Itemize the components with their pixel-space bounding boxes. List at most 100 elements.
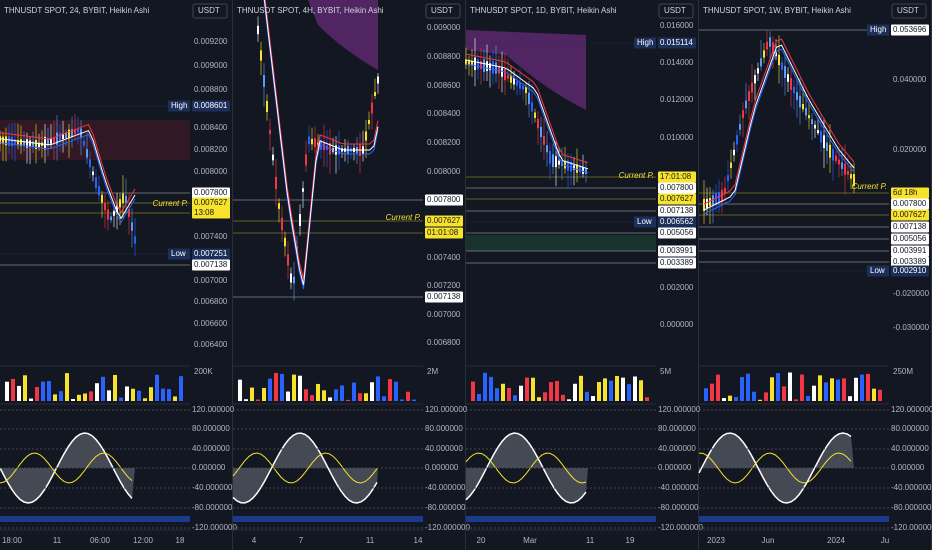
price-axis	[423, 0, 465, 550]
candle	[793, 86, 795, 94]
candle	[116, 204, 118, 213]
volume-bar	[489, 376, 493, 401]
x-tick-label: 06:00	[90, 536, 111, 545]
volume-bar	[262, 387, 266, 401]
volume-bar	[537, 397, 541, 401]
volume-bar	[95, 383, 99, 401]
price-tick-label: 0.007200	[427, 281, 461, 290]
volume-bar	[579, 375, 583, 401]
volume-bar	[358, 393, 362, 401]
osc-line	[698, 432, 852, 504]
volume-bar	[567, 399, 571, 401]
x-tick-label: 11	[53, 536, 62, 545]
price-tag	[891, 198, 929, 210]
tag-prefix	[867, 24, 889, 36]
price-tag-text: 0.007800	[893, 199, 927, 208]
candle	[5, 136, 7, 146]
candle	[122, 193, 124, 204]
candle	[748, 90, 750, 102]
price-tick-label: -0.020000	[893, 289, 930, 298]
candle	[802, 104, 804, 110]
candle	[823, 135, 825, 149]
price-tag	[891, 187, 929, 199]
volume-label: 200K	[194, 367, 213, 376]
candle	[709, 198, 711, 206]
price-tag	[192, 259, 230, 271]
price-tag-text: 0.007800	[660, 183, 694, 192]
candle	[504, 68, 506, 81]
volume-bar	[113, 374, 117, 401]
volume-bar	[525, 377, 529, 401]
price-tick-label: 0.009200	[194, 37, 228, 46]
moving-average	[0, 129, 136, 220]
price-tag-text: 0.003389	[660, 258, 694, 267]
candle	[757, 68, 759, 74]
chart-panel: USDT THNUSDT SPOT, 24, BYBIT, Heikin Ashi…	[0, 0, 237, 550]
price-tag-text: 0.003991	[893, 246, 927, 255]
candle	[11, 136, 13, 147]
candle	[480, 60, 482, 70]
volume-bar	[806, 395, 810, 401]
price-tick-label: 0.007000	[427, 310, 461, 319]
candle	[555, 156, 557, 168]
volume-bar	[53, 394, 57, 401]
volume-bar	[400, 399, 404, 401]
price-tag	[891, 265, 929, 277]
volume-bar	[65, 373, 69, 401]
x-tick-label: 18:00	[2, 536, 23, 545]
price-tick-label: 0.000000	[660, 320, 694, 329]
price-tag-text: 0.015114	[660, 38, 693, 47]
price-tick-label: 0.007400	[194, 232, 228, 241]
volume-bar	[161, 388, 165, 401]
candle	[107, 209, 109, 220]
volume-bar	[866, 373, 870, 401]
price-tick-label: 0.016000	[660, 21, 694, 30]
volume-bar	[334, 389, 338, 401]
candle	[23, 140, 25, 146]
price-tag	[658, 216, 696, 228]
volume-bar	[23, 375, 27, 401]
price-tag-text: 01:01:08	[427, 228, 459, 237]
price-tag	[192, 100, 230, 112]
tag-prefix	[168, 100, 190, 112]
candle	[715, 192, 717, 206]
candle	[110, 216, 112, 221]
candle	[775, 51, 777, 57]
price-tick-label: 0.007400	[427, 253, 461, 262]
volume-bar	[471, 381, 475, 401]
chart-title: THNUSDT SPOT, 1W, BYBIT, Heikin Ashi	[703, 6, 851, 15]
x-tick-label: 14	[414, 536, 423, 545]
volume-bar	[483, 372, 487, 401]
volume-bar	[173, 396, 177, 401]
volume-bar	[734, 397, 738, 401]
volume-bar	[782, 386, 786, 401]
volume-bar	[137, 390, 141, 401]
osc-tick-label: 80.000000	[891, 424, 929, 433]
volume-label: 250M	[893, 367, 913, 376]
price-tag-text: 0.003389	[893, 257, 927, 266]
volume-bar	[860, 374, 864, 401]
price-tick-label: 0.020000	[893, 145, 927, 154]
candle	[38, 142, 40, 148]
candle	[374, 91, 376, 97]
price-tag-text: 0.007251	[194, 249, 228, 258]
candle	[477, 59, 479, 70]
osc-tick-label: 120.000000	[891, 405, 932, 414]
volume-bar	[495, 388, 499, 401]
x-tick-label: 12:00	[133, 536, 154, 545]
candle	[278, 203, 280, 209]
price-tag	[425, 194, 463, 206]
price-tick-label: 0.008000	[194, 167, 228, 176]
price-tag-text: 0.007627	[660, 194, 694, 203]
candle	[489, 63, 491, 71]
volume-bar	[304, 389, 308, 401]
volume-bar	[513, 395, 517, 401]
volume-bar	[47, 381, 51, 401]
price-tag-text: 0.007627	[427, 216, 461, 225]
candle	[26, 139, 28, 148]
candle	[287, 254, 289, 266]
moving-average	[264, 0, 379, 279]
price-tag	[192, 207, 230, 219]
volume-bar	[716, 374, 720, 401]
price-tag-text: 0.007800	[427, 195, 461, 204]
